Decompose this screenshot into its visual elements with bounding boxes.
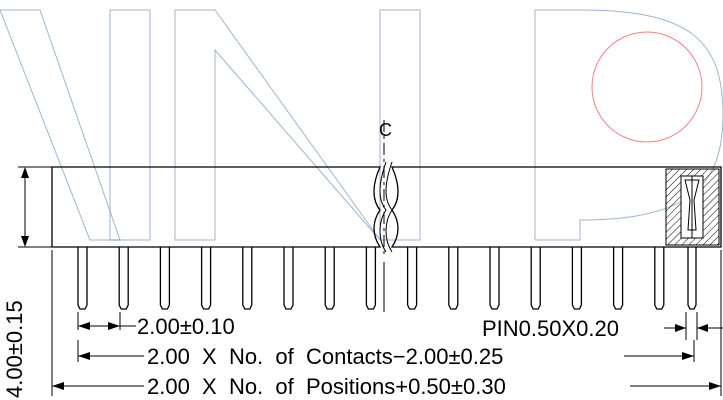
- pin: [406, 247, 418, 310]
- section-view: [665, 168, 720, 246]
- contacts-dimension: 2.00 X No. of Contacts−2.00±0.25: [77, 340, 695, 369]
- pin: [242, 247, 253, 310]
- watermark-circle: [591, 31, 703, 143]
- pin: [654, 247, 665, 310]
- contacts-dimension-label: 2.00 X No. of Contacts−2.00±0.25: [147, 344, 503, 369]
- pin: [283, 247, 294, 310]
- centerline-label: C: [379, 120, 392, 140]
- pin: [77, 247, 88, 310]
- pin: [118, 247, 129, 310]
- pin: [489, 247, 500, 310]
- pin: [200, 247, 212, 310]
- section-pin: [687, 247, 697, 310]
- pin-dimension-label: PIN0.50X0.20: [482, 316, 619, 341]
- pin-dimension: PIN0.50X0.20: [482, 312, 723, 341]
- pin: [324, 247, 335, 310]
- pin: [365, 247, 377, 310]
- pin: [612, 247, 624, 310]
- pins: [77, 247, 697, 310]
- positions-dimension-label: 2.00 X No. of Positions+0.50±0.30: [147, 374, 506, 399]
- housing: [51, 161, 722, 253]
- positions-dimension: 2.00 X No. of Positions+0.50±0.30: [51, 250, 722, 399]
- height-dimension-label: 4.00±0.15: [2, 300, 27, 398]
- pitch-dimension: 2.00±0.10: [77, 312, 235, 339]
- pin: [448, 247, 459, 310]
- pin: [571, 247, 583, 310]
- centerline: C: [379, 120, 392, 312]
- height-dimension: 4.00±0.15: [2, 166, 52, 398]
- pin: [159, 247, 171, 310]
- pin: [530, 247, 541, 310]
- pitch-dimension-label: 2.00±0.10: [137, 314, 235, 339]
- watermark: [0, 9, 723, 242]
